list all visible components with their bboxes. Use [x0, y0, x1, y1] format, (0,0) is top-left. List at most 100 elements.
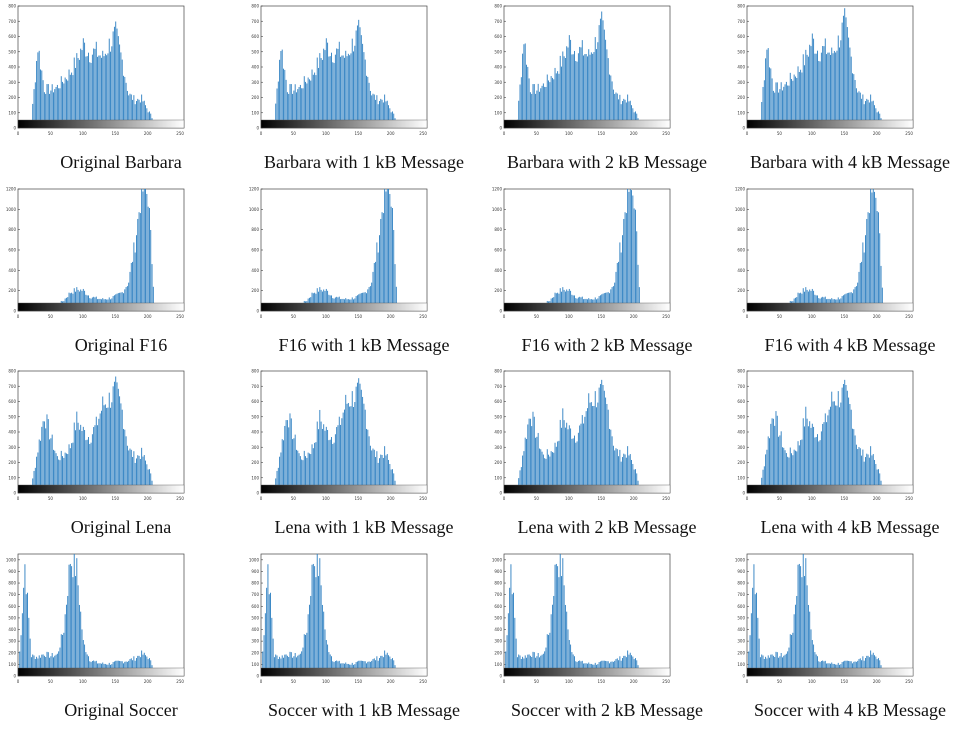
y-tick-label: 700	[494, 384, 502, 389]
histogram-bar	[324, 290, 326, 303]
histogram-bar	[148, 208, 150, 303]
histogram-bar	[588, 49, 590, 120]
histogram-bar	[290, 418, 292, 485]
histogram-bar	[67, 595, 69, 668]
histogram-bar	[509, 587, 511, 668]
histogram-bar	[120, 403, 122, 485]
histogram-panel: 0 100 200 300 400 500 600 700 800 0 50 100 150 200 250…	[0, 365, 242, 545]
histogram-bar	[369, 286, 371, 303]
histogram-bar	[845, 17, 847, 121]
histogram-bar	[311, 444, 313, 485]
histogram-bar	[358, 660, 360, 668]
histogram-bar	[366, 293, 367, 303]
histogram-bar	[837, 35, 839, 120]
histogram-bar	[806, 289, 808, 303]
histogram-bar	[863, 104, 865, 120]
histogram-bar	[138, 212, 140, 303]
histogram-bar	[123, 293, 124, 303]
histogram-bar	[862, 242, 864, 303]
histogram-bar	[633, 659, 635, 668]
x-tick-label: 150	[840, 314, 848, 319]
histogram-bar	[820, 297, 822, 303]
histogram-bar	[121, 409, 123, 485]
histogram-bar	[587, 56, 588, 120]
histogram-bar	[328, 440, 330, 485]
y-tick-label: 300	[8, 80, 16, 85]
y-tick-label: 200	[494, 95, 502, 100]
histogram-bar	[603, 390, 605, 485]
histogram-bar	[561, 427, 562, 485]
histogram-bar	[288, 427, 290, 485]
histogram-bar	[298, 453, 300, 485]
histogram-bar	[133, 95, 135, 120]
histogram-bar	[564, 604, 566, 668]
y-tick-label: 200	[494, 288, 502, 293]
histogram-bar	[126, 286, 128, 303]
y-tick-label: 500	[8, 49, 16, 54]
histogram-bar	[284, 425, 286, 485]
histogram-bar	[296, 449, 297, 485]
histogram-bar	[338, 296, 340, 303]
histogram-bar	[90, 62, 92, 120]
histogram-bar	[771, 418, 773, 485]
histogram-bar	[631, 105, 633, 120]
histogram-bar	[276, 88, 278, 120]
histogram-bar	[857, 282, 859, 303]
y-tick-label: 700	[494, 19, 502, 24]
y-tick-label: 400	[251, 65, 259, 70]
histogram-bar	[787, 651, 789, 668]
histogram-bar	[356, 295, 358, 303]
x-tick-label: 0	[260, 679, 263, 684]
histogram-bar	[861, 455, 863, 485]
x-tick-label: 200	[144, 314, 152, 319]
histogram-bar	[373, 262, 375, 303]
y-tick-label: 400	[8, 268, 16, 273]
y-tick-label: 800	[737, 227, 745, 232]
histogram-bar	[99, 413, 101, 485]
histogram-bar	[108, 38, 110, 120]
histogram-bar	[95, 41, 97, 120]
histogram-bar	[99, 298, 101, 303]
histogram-bar	[324, 50, 326, 120]
histogram-panel: 0 100 200 300 400 500 600 700 800 900 1000 0 50 100 15…	[243, 548, 485, 728]
histogram-bar	[811, 288, 813, 303]
histogram-bar	[628, 455, 630, 485]
panel-caption: Original Soccer	[64, 700, 178, 720]
histogram-bar	[548, 301, 550, 303]
histogram-bar	[577, 297, 579, 303]
histogram-bar	[767, 436, 769, 485]
histogram-bar	[765, 58, 767, 120]
x-tick-label: 0	[260, 496, 263, 501]
histogram-bar	[627, 189, 629, 303]
histogram-bar	[875, 197, 877, 303]
x-tick-label: 200	[873, 679, 881, 684]
x-tick-label: 50	[777, 131, 783, 136]
histogram-bar	[320, 585, 322, 668]
histogram-bar	[380, 454, 382, 485]
histogram-bar	[94, 297, 96, 303]
histogram-bar	[49, 439, 51, 485]
histogram-bar	[146, 108, 148, 120]
histogram-bar	[95, 296, 97, 303]
grayscale-colorbar	[746, 484, 914, 494]
histogram-bar	[852, 428, 853, 485]
histogram-bar	[548, 634, 550, 668]
histogram-bar	[342, 412, 344, 485]
histogram-bar	[619, 656, 621, 668]
histogram-bar	[63, 83, 65, 120]
histogram-bar	[597, 664, 599, 668]
histogram-bar	[138, 655, 140, 668]
histogram-bar	[73, 57, 75, 120]
histogram-bar	[769, 67, 770, 120]
x-tick-label: 250	[662, 131, 670, 136]
histogram-bar	[393, 229, 395, 303]
histogram-bar	[567, 629, 569, 668]
y-tick-label: 0	[499, 674, 502, 679]
histogram-bar	[842, 384, 844, 485]
histogram-bar	[598, 296, 600, 303]
y-tick-label: 1000	[249, 557, 260, 562]
histogram-bar	[822, 423, 824, 485]
y-tick-label: 500	[251, 414, 259, 419]
histogram-bar	[519, 470, 521, 485]
